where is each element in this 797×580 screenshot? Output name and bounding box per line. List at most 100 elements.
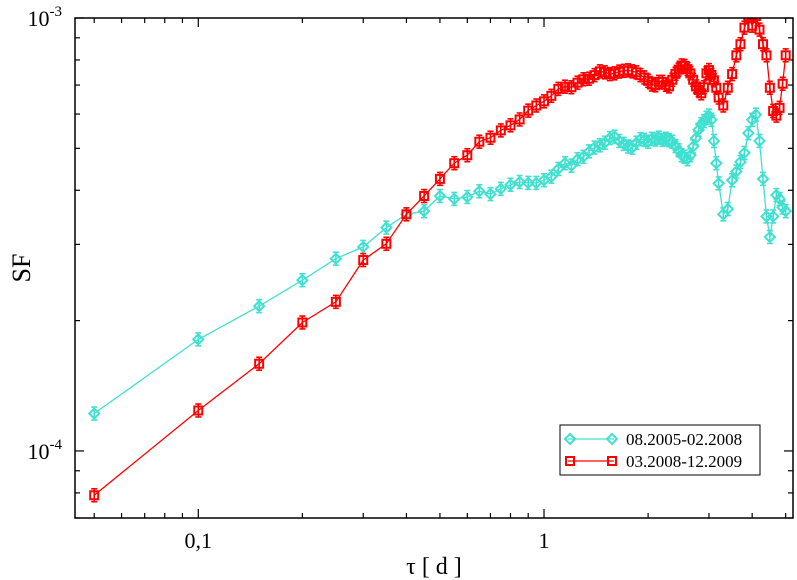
legend-box — [559, 424, 761, 476]
data-point-square — [578, 74, 589, 85]
data-point-square — [743, 18, 754, 22]
data-point-diamond — [605, 432, 619, 446]
y-tick-label: 10-3 — [28, 4, 63, 31]
data-point-square — [722, 82, 733, 93]
data-point-diamond — [87, 407, 101, 420]
plot-frame — [74, 17, 794, 519]
data-point-square — [698, 82, 709, 93]
data-point-diamond — [756, 172, 770, 186]
series-line — [93, 113, 787, 415]
data-point-diamond — [712, 176, 726, 190]
legend-label: 03.2008-12.2009 — [626, 452, 742, 471]
data-point-diamond — [447, 192, 461, 206]
data-point-diamond — [417, 204, 431, 218]
data-point-diamond — [513, 175, 527, 189]
data-point-diamond — [252, 299, 266, 313]
data-point-square — [553, 83, 564, 94]
data-point-square — [193, 405, 204, 416]
data-point-square — [89, 490, 100, 501]
data-point-square — [505, 120, 516, 131]
data-point-square — [607, 456, 617, 466]
data-point-diamond — [544, 170, 558, 184]
data-point-diamond — [191, 332, 205, 346]
data-point-square — [449, 158, 460, 169]
data-point-square — [754, 24, 765, 35]
data-point-square — [774, 102, 785, 113]
data-point-diamond — [564, 159, 578, 173]
x-tick-label: 1 — [539, 528, 550, 553]
data-point-diamond — [460, 190, 474, 204]
series-1 — [87, 107, 793, 421]
data-point-square — [565, 456, 575, 466]
data-point-diamond — [494, 182, 508, 196]
data-point-square — [731, 50, 742, 61]
x-tick-label: 0,1 — [185, 528, 213, 553]
data-point-diamond — [753, 134, 766, 148]
data-point-square — [434, 173, 445, 184]
data-point-diamond — [593, 138, 607, 152]
data-point-diamond — [558, 156, 572, 170]
data-point-diamond — [721, 202, 735, 216]
data-point-diamond — [433, 189, 447, 203]
data-point-diamond — [379, 221, 393, 235]
data-point-diamond — [729, 165, 743, 178]
data-point-diamond — [551, 162, 565, 176]
data-point-square — [761, 50, 772, 61]
data-point-square — [523, 105, 534, 116]
data-point-square — [495, 125, 506, 136]
series-line — [93, 18, 787, 496]
axis-labels: 0,1 1 10-4 10-3 τ [ d ] SF — [7, 4, 550, 580]
data-point-diamond — [763, 230, 777, 244]
data-point-square — [419, 191, 430, 202]
data-point-diamond — [571, 152, 584, 166]
y-tick-label: 10-4 — [28, 437, 63, 464]
data-point-square — [727, 69, 738, 80]
data-point-diamond — [521, 176, 535, 190]
data-point-square — [559, 81, 570, 92]
data-point-diamond — [779, 204, 793, 218]
data-point-diamond — [588, 141, 601, 154]
data-point-diamond — [329, 252, 343, 266]
data-point-diamond — [738, 146, 751, 160]
data-point-square — [777, 78, 788, 89]
data-point-diamond — [773, 192, 786, 206]
data-point-square — [381, 238, 392, 249]
data-point-square — [358, 255, 369, 266]
data-point-diamond — [472, 184, 486, 198]
data-point-square — [485, 132, 496, 143]
data-point-square — [780, 50, 791, 61]
data-point-square — [297, 317, 308, 328]
data-point-diamond — [563, 432, 577, 446]
data-point-square — [462, 150, 473, 161]
data-point-diamond — [484, 187, 497, 201]
data-point-square — [514, 114, 525, 125]
data-point-square — [750, 18, 761, 22]
data-point-diamond — [734, 155, 747, 169]
data-point-diamond — [295, 273, 309, 287]
data-point-square — [764, 82, 775, 93]
data-point-square — [474, 136, 485, 147]
data-point-diamond — [705, 113, 718, 127]
data-point-square — [706, 69, 717, 80]
x-axis-title: τ [ d ] — [406, 554, 462, 580]
data-point-square — [539, 96, 550, 107]
data-point-diamond — [766, 210, 780, 223]
data-point-square — [594, 66, 605, 77]
y-axis-title: SF — [7, 254, 36, 283]
legend: 08.2005-02.2008 03.2008-12.2009 — [559, 424, 761, 476]
data-point-diamond — [749, 108, 763, 122]
data-point-square — [254, 358, 265, 369]
data-point-square — [401, 209, 412, 220]
data-point-square — [758, 39, 769, 50]
data-point-diamond — [603, 131, 617, 145]
data-point-diamond — [709, 156, 723, 170]
legend-entry: 08.2005-02.2008 — [563, 430, 742, 449]
data-point-square — [718, 100, 729, 111]
series-2 — [89, 18, 791, 503]
series-layer — [87, 18, 793, 503]
data-point-diamond — [741, 126, 755, 140]
legend-label: 08.2005-02.2008 — [626, 430, 742, 449]
data-point-diamond — [356, 240, 370, 254]
data-point-diamond — [504, 178, 517, 192]
